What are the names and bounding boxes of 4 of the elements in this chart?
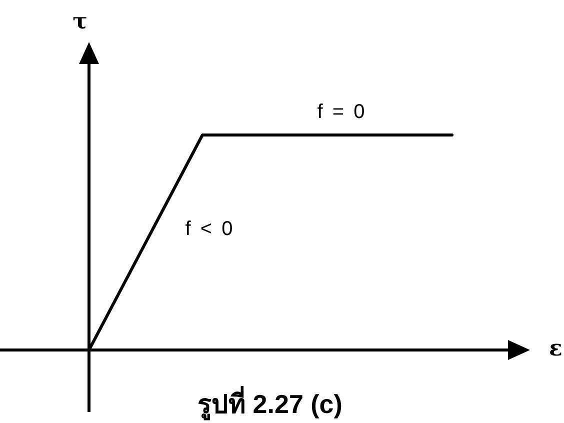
y-axis-title: τ	[72, 8, 88, 35]
annotation: f < 0	[185, 218, 235, 240]
text: f = 0	[317, 101, 367, 123]
x-axis-title: ε	[549, 336, 562, 362]
